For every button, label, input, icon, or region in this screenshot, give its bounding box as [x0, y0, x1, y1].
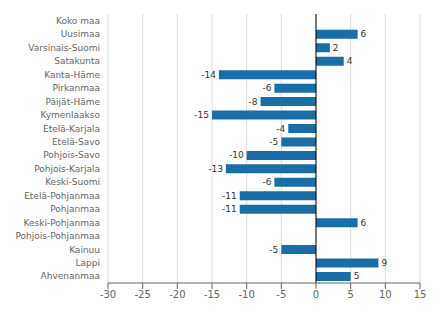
- svg-text:Ahvenanmaa: Ahvenanmaa: [41, 271, 100, 281]
- svg-text:6: 6: [361, 218, 367, 228]
- svg-text:-11: -11: [222, 204, 237, 214]
- svg-text:Kymenlaakso: Kymenlaakso: [40, 110, 100, 120]
- svg-text:-13: -13: [208, 164, 223, 174]
- svg-text:-5: -5: [269, 245, 278, 255]
- svg-text:Etelä-Karjala: Etelä-Karjala: [43, 124, 100, 134]
- svg-text:Pohjois-Pohjanmaa: Pohjois-Pohjanmaa: [15, 231, 100, 241]
- svg-text:Pirkanmaa: Pirkanmaa: [52, 83, 100, 93]
- svg-text:Pohjanmaa: Pohjanmaa: [50, 204, 100, 214]
- svg-text:Pohjois-Karjala: Pohjois-Karjala: [34, 164, 100, 174]
- svg-text:6: 6: [361, 29, 367, 39]
- svg-text:Keski-Pohjanmaa: Keski-Pohjanmaa: [24, 218, 100, 228]
- svg-text:-4: -4: [276, 124, 285, 134]
- svg-text:Uusimaa: Uusimaa: [61, 29, 100, 39]
- svg-text:-14: -14: [201, 70, 216, 80]
- svg-text:Kainuu: Kainuu: [69, 245, 100, 255]
- svg-text:Päijät-Häme: Päijät-Häme: [46, 97, 101, 107]
- svg-text:-11: -11: [222, 191, 237, 201]
- svg-text:-20: -20: [169, 289, 185, 300]
- svg-text:-30: -30: [100, 289, 116, 300]
- svg-text:-15: -15: [204, 289, 220, 300]
- svg-text:-6: -6: [262, 177, 271, 187]
- svg-text:Koko maa: Koko maa: [56, 16, 100, 26]
- svg-text:-8: -8: [249, 97, 258, 107]
- svg-text:-5: -5: [269, 137, 278, 147]
- svg-text:Keski-Suomi: Keski-Suomi: [45, 177, 100, 187]
- svg-text:Lappi: Lappi: [76, 258, 100, 268]
- svg-text:Pohjois-Savo: Pohjois-Savo: [43, 150, 100, 160]
- svg-text:Satakunta: Satakunta: [54, 56, 100, 66]
- svg-text:-5: -5: [276, 289, 286, 300]
- svg-text:5: 5: [347, 289, 353, 300]
- svg-text:Kanta-Häme: Kanta-Häme: [44, 70, 100, 80]
- svg-text:-25: -25: [134, 289, 150, 300]
- svg-text:2: 2: [333, 43, 339, 53]
- svg-text:4: 4: [347, 56, 353, 66]
- svg-text:15: 15: [414, 289, 427, 300]
- svg-text:Etelä-Savo: Etelä-Savo: [52, 137, 101, 147]
- svg-text:9: 9: [381, 258, 387, 268]
- svg-text:5: 5: [354, 271, 360, 281]
- svg-text:-6: -6: [262, 83, 271, 93]
- svg-text:10: 10: [379, 289, 392, 300]
- svg-text:-10: -10: [229, 150, 244, 160]
- svg-text:-10: -10: [238, 289, 254, 300]
- svg-text:Etelä-Pohjanmaa: Etelä-Pohjanmaa: [24, 191, 100, 201]
- svg-text:-15: -15: [194, 110, 209, 120]
- svg-text:0: 0: [313, 289, 319, 300]
- svg-text:Varsinais-Suomi: Varsinais-Suomi: [28, 43, 100, 53]
